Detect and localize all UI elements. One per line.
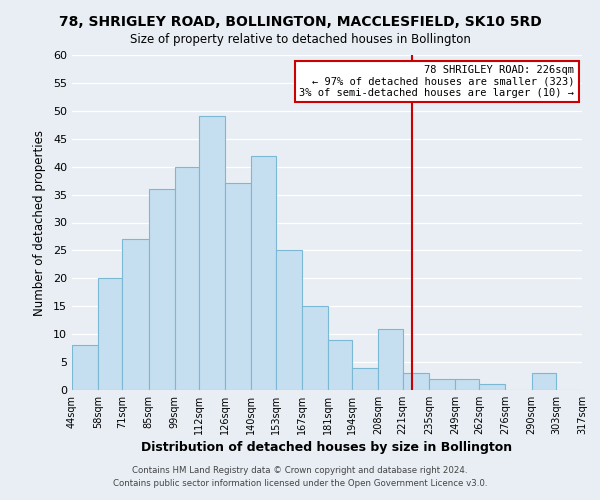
Bar: [328, 340, 352, 390]
Text: 78 SHRIGLEY ROAD: 226sqm
← 97% of detached houses are smaller (323)
3% of semi-d: 78 SHRIGLEY ROAD: 226sqm ← 97% of detach…: [299, 65, 574, 98]
Bar: [122, 240, 149, 390]
Bar: [403, 373, 429, 390]
Bar: [302, 306, 328, 390]
Bar: [251, 156, 275, 390]
Bar: [479, 384, 505, 390]
Bar: [275, 250, 302, 390]
Bar: [455, 379, 479, 390]
Y-axis label: Number of detached properties: Number of detached properties: [33, 130, 46, 316]
Bar: [352, 368, 379, 390]
Bar: [199, 116, 225, 390]
Bar: [379, 328, 403, 390]
X-axis label: Distribution of detached houses by size in Bollington: Distribution of detached houses by size …: [142, 441, 512, 454]
Text: Contains HM Land Registry data © Crown copyright and database right 2024.
Contai: Contains HM Land Registry data © Crown c…: [113, 466, 487, 487]
Bar: [429, 379, 455, 390]
Bar: [175, 166, 199, 390]
Bar: [98, 278, 122, 390]
Bar: [149, 189, 175, 390]
Text: 78, SHRIGLEY ROAD, BOLLINGTON, MACCLESFIELD, SK10 5RD: 78, SHRIGLEY ROAD, BOLLINGTON, MACCLESFI…: [59, 15, 541, 29]
Text: Size of property relative to detached houses in Bollington: Size of property relative to detached ho…: [130, 32, 470, 46]
Bar: [225, 184, 251, 390]
Bar: [72, 346, 98, 390]
Bar: [532, 373, 556, 390]
